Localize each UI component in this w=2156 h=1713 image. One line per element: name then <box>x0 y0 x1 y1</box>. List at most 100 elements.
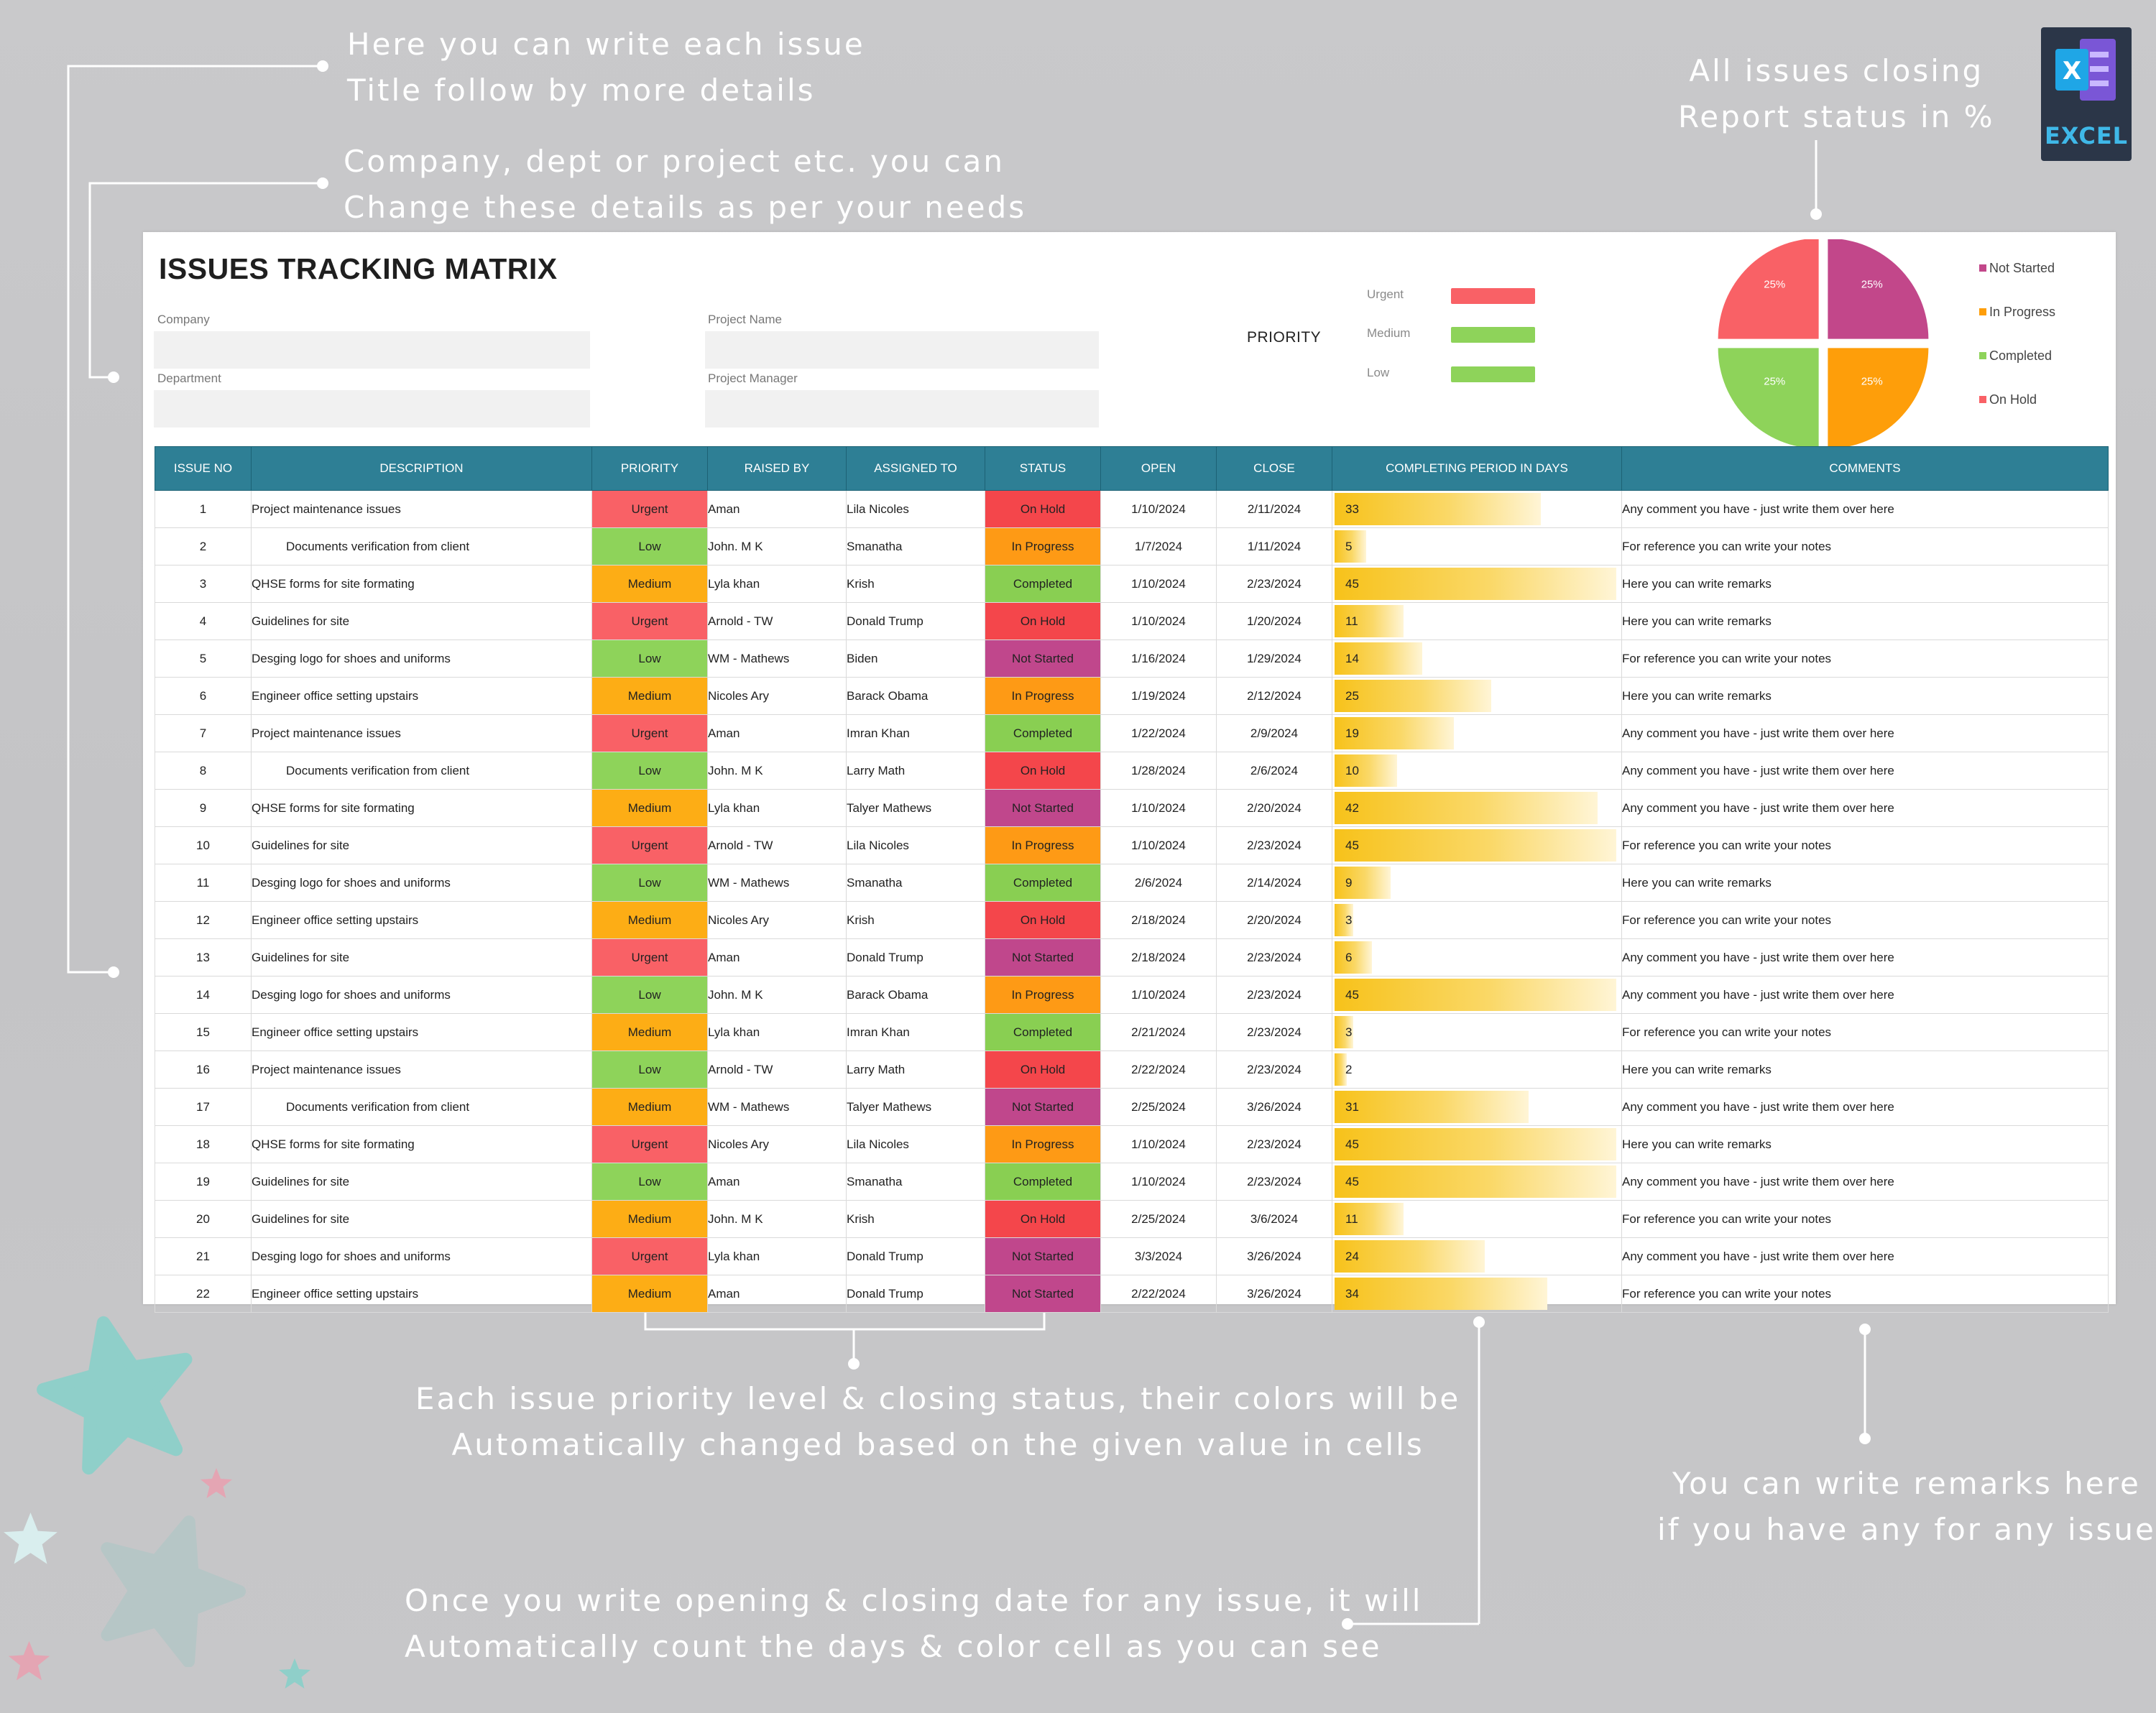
status-cell[interactable]: In Progress <box>985 826 1101 864</box>
status-cell[interactable]: In Progress <box>985 677 1101 715</box>
assigned-to-cell[interactable]: Krish <box>846 565 985 603</box>
issue-no-cell[interactable]: 17 <box>155 1088 252 1126</box>
close-date-cell[interactable]: 2/23/2024 <box>1216 1013 1332 1051</box>
close-date-cell[interactable]: 2/11/2024 <box>1216 490 1332 528</box>
comment-cell[interactable]: Any comment you have - just write them o… <box>1621 938 2109 976</box>
days-cell[interactable]: 25 <box>1332 677 1622 715</box>
open-date-cell[interactable]: 2/18/2024 <box>1100 901 1217 939</box>
issue-no-cell[interactable]: 18 <box>155 1125 252 1163</box>
raised-by-cell[interactable]: John. M K <box>707 976 847 1014</box>
description-cell[interactable]: Desging logo for shoes and uniforms <box>251 976 592 1014</box>
assigned-to-cell[interactable]: Smanatha <box>846 1163 985 1201</box>
raised-by-cell[interactable]: Nicoles Ary <box>707 1125 847 1163</box>
header-raised-by[interactable]: RAISED BY <box>707 446 847 491</box>
company-input[interactable] <box>154 331 590 369</box>
priority-cell[interactable]: Medium <box>591 1200 708 1238</box>
raised-by-cell[interactable]: Nicoles Ary <box>707 901 847 939</box>
days-cell[interactable]: 24 <box>1332 1237 1622 1275</box>
description-cell[interactable]: Documents verification from client <box>251 752 592 790</box>
comment-cell[interactable]: For reference you can write your notes <box>1621 527 2109 565</box>
comment-cell[interactable]: For reference you can write your notes <box>1621 1013 2109 1051</box>
issue-no-cell[interactable]: 21 <box>155 1237 252 1275</box>
days-cell[interactable]: 33 <box>1332 490 1622 528</box>
description-cell[interactable]: Documents verification from client <box>251 1088 592 1126</box>
issue-no-cell[interactable]: 6 <box>155 677 252 715</box>
comment-cell[interactable]: Here you can write remarks <box>1621 1051 2109 1089</box>
close-date-cell[interactable]: 2/9/2024 <box>1216 714 1332 752</box>
open-date-cell[interactable]: 2/25/2024 <box>1100 1088 1217 1126</box>
assigned-to-cell[interactable]: Imran Khan <box>846 1013 985 1051</box>
close-date-cell[interactable]: 3/26/2024 <box>1216 1237 1332 1275</box>
days-cell[interactable]: 10 <box>1332 752 1622 790</box>
days-cell[interactable]: 3 <box>1332 901 1622 939</box>
raised-by-cell[interactable]: Lyla khan <box>707 565 847 603</box>
priority-cell[interactable]: Low <box>591 976 708 1014</box>
days-cell[interactable]: 45 <box>1332 826 1622 864</box>
issue-no-cell[interactable]: 12 <box>155 901 252 939</box>
priority-cell[interactable]: Urgent <box>591 1125 708 1163</box>
open-date-cell[interactable]: 1/22/2024 <box>1100 714 1217 752</box>
description-cell[interactable]: Documents verification from client <box>251 527 592 565</box>
description-cell[interactable]: Desging logo for shoes and uniforms <box>251 1237 592 1275</box>
days-cell[interactable]: 42 <box>1332 789 1622 827</box>
comment-cell[interactable]: Any comment you have - just write them o… <box>1621 1088 2109 1126</box>
assigned-to-cell[interactable]: Donald Trump <box>846 1275 985 1313</box>
raised-by-cell[interactable]: Lyla khan <box>707 789 847 827</box>
issue-no-cell[interactable]: 2 <box>155 527 252 565</box>
status-cell[interactable]: On Hold <box>985 602 1101 640</box>
status-cell[interactable]: On Hold <box>985 901 1101 939</box>
comment-cell[interactable]: For reference you can write your notes <box>1621 901 2109 939</box>
close-date-cell[interactable]: 2/20/2024 <box>1216 901 1332 939</box>
priority-cell[interactable]: Low <box>591 752 708 790</box>
days-cell[interactable]: 9 <box>1332 864 1622 902</box>
close-date-cell[interactable]: 2/20/2024 <box>1216 789 1332 827</box>
raised-by-cell[interactable]: WM - Mathews <box>707 864 847 902</box>
description-cell[interactable]: QHSE forms for site formating <box>251 789 592 827</box>
department-input[interactable] <box>154 390 590 428</box>
days-cell[interactable]: 2 <box>1332 1051 1622 1089</box>
days-cell[interactable]: 45 <box>1332 976 1622 1014</box>
open-date-cell[interactable]: 1/10/2024 <box>1100 602 1217 640</box>
assigned-to-cell[interactable]: Lila Nicoles <box>846 490 985 528</box>
comment-cell[interactable]: For reference you can write your notes <box>1621 640 2109 678</box>
status-cell[interactable]: In Progress <box>985 976 1101 1014</box>
raised-by-cell[interactable]: John. M K <box>707 752 847 790</box>
comment-cell[interactable]: Any comment you have - just write them o… <box>1621 752 2109 790</box>
header-close[interactable]: CLOSE <box>1216 446 1332 491</box>
raised-by-cell[interactable]: Aman <box>707 938 847 976</box>
header-open[interactable]: OPEN <box>1100 446 1217 491</box>
priority-cell[interactable]: Low <box>591 527 708 565</box>
issue-no-cell[interactable]: 19 <box>155 1163 252 1201</box>
issue-no-cell[interactable]: 5 <box>155 640 252 678</box>
header-comments[interactable]: COMMENTS <box>1621 446 2109 491</box>
days-cell[interactable]: 19 <box>1332 714 1622 752</box>
status-cell[interactable]: Completed <box>985 714 1101 752</box>
close-date-cell[interactable]: 2/23/2024 <box>1216 826 1332 864</box>
open-date-cell[interactable]: 1/10/2024 <box>1100 789 1217 827</box>
description-cell[interactable]: QHSE forms for site formating <box>251 1125 592 1163</box>
open-date-cell[interactable]: 1/28/2024 <box>1100 752 1217 790</box>
raised-by-cell[interactable]: WM - Mathews <box>707 1088 847 1126</box>
priority-cell[interactable]: Low <box>591 640 708 678</box>
issue-no-cell[interactable]: 14 <box>155 976 252 1014</box>
header-assigned-to[interactable]: ASSIGNED TO <box>846 446 985 491</box>
days-cell[interactable]: 3 <box>1332 1013 1622 1051</box>
issue-no-cell[interactable]: 8 <box>155 752 252 790</box>
comment-cell[interactable]: Here you can write remarks <box>1621 864 2109 902</box>
description-cell[interactable]: Guidelines for site <box>251 602 592 640</box>
raised-by-cell[interactable]: Aman <box>707 490 847 528</box>
priority-cell[interactable]: Low <box>591 1051 708 1089</box>
priority-cell[interactable]: Urgent <box>591 714 708 752</box>
open-date-cell[interactable]: 1/10/2024 <box>1100 565 1217 603</box>
close-date-cell[interactable]: 2/6/2024 <box>1216 752 1332 790</box>
priority-cell[interactable]: Medium <box>591 789 708 827</box>
assigned-to-cell[interactable]: Donald Trump <box>846 938 985 976</box>
assigned-to-cell[interactable]: Barack Obama <box>846 677 985 715</box>
assigned-to-cell[interactable]: Larry Math <box>846 752 985 790</box>
priority-cell[interactable]: Urgent <box>591 1237 708 1275</box>
open-date-cell[interactable]: 2/18/2024 <box>1100 938 1217 976</box>
open-date-cell[interactable]: 2/6/2024 <box>1100 864 1217 902</box>
status-cell[interactable]: Not Started <box>985 640 1101 678</box>
project-manager-input[interactable] <box>705 390 1099 428</box>
assigned-to-cell[interactable]: Talyer Mathews <box>846 1088 985 1126</box>
